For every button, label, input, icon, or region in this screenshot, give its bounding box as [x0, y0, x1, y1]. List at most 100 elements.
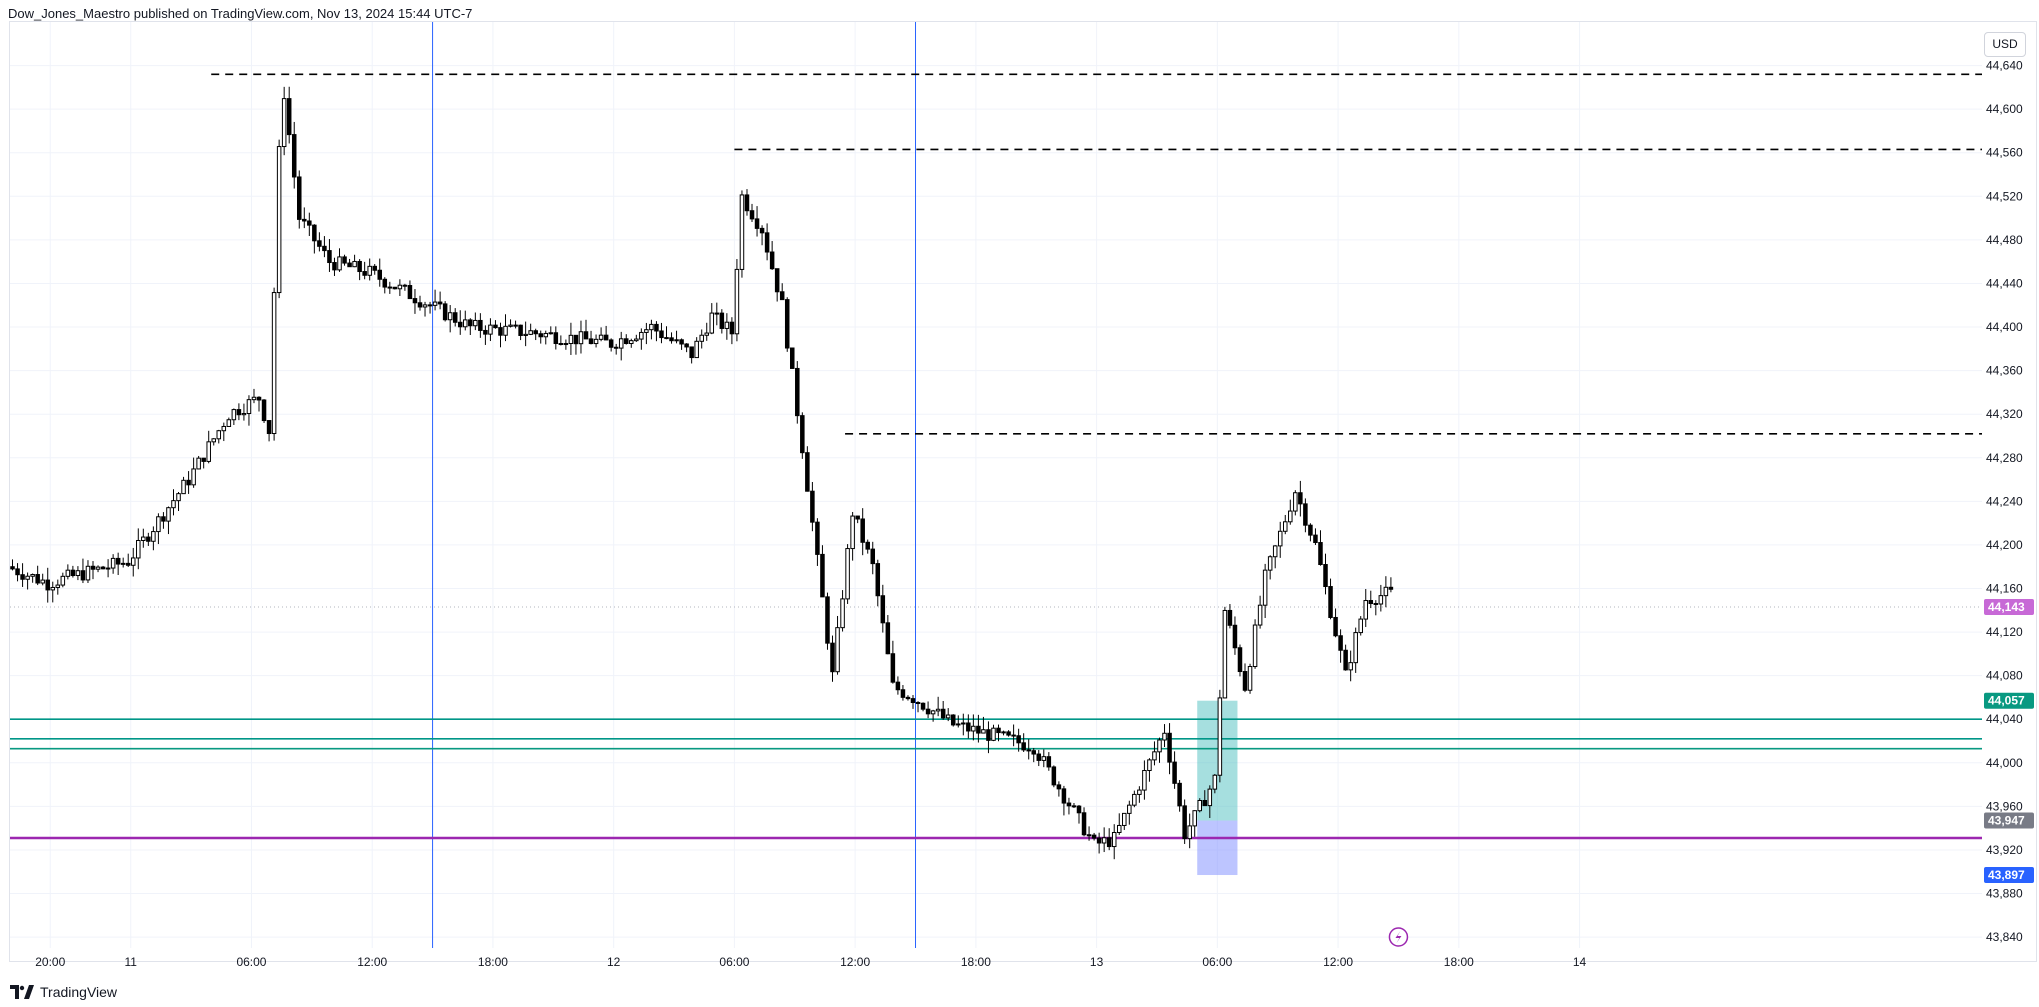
candle-body	[201, 457, 206, 462]
candle-body	[186, 479, 191, 486]
candle-body	[784, 299, 790, 349]
candle-body	[1308, 524, 1313, 536]
candle-body	[940, 708, 946, 719]
candle-body	[789, 347, 795, 369]
candle-body	[1288, 510, 1293, 523]
candle-body	[719, 312, 725, 329]
candle-body	[1272, 545, 1278, 558]
candle-body	[734, 268, 740, 335]
candle-body	[478, 319, 483, 331]
candle-body	[276, 146, 282, 294]
candle-body	[211, 438, 217, 443]
candle-body	[231, 409, 237, 421]
candle-body	[1101, 837, 1107, 844]
candle-body	[865, 541, 870, 550]
candle-body	[468, 319, 473, 327]
candle-body	[483, 329, 488, 335]
candle-body	[1293, 492, 1298, 512]
candle-body	[1177, 782, 1182, 807]
candle-body	[1217, 697, 1223, 776]
candle-body	[1132, 793, 1137, 806]
currency-button[interactable]: USD	[1984, 32, 2026, 57]
candle-body	[749, 210, 755, 220]
candle-body	[1313, 534, 1318, 544]
y-axis-tick-label: 44,400	[1986, 320, 2023, 334]
candle-body	[1056, 784, 1062, 790]
candle-body	[15, 568, 20, 576]
candle-body	[1061, 788, 1067, 804]
candle-body	[407, 285, 413, 300]
candle-body	[1232, 624, 1238, 649]
candle-body	[925, 708, 931, 715]
candle-body	[1373, 603, 1379, 606]
candle-body	[523, 333, 528, 336]
price-badge	[1984, 692, 2034, 709]
candle-body	[332, 262, 337, 271]
candle-body	[40, 579, 45, 584]
candle-body	[25, 575, 30, 580]
candle-body	[810, 490, 815, 523]
tradingview-footer[interactable]: TradingView	[10, 984, 117, 1000]
candle-body	[196, 457, 201, 470]
candle-body	[699, 334, 704, 342]
candle-body	[543, 332, 549, 338]
candle-body	[1202, 799, 1208, 807]
candle-body	[1222, 609, 1228, 699]
candle-body	[317, 240, 322, 247]
candle-body	[1086, 834, 1092, 837]
candle-body	[1111, 831, 1117, 848]
candle-body	[1242, 671, 1248, 691]
candle-body	[1338, 635, 1343, 651]
y-axis-tick-label: 44,280	[1986, 451, 2023, 465]
candle-body	[608, 339, 614, 348]
candle-body	[528, 330, 533, 335]
candle-body	[623, 338, 629, 345]
candle-body	[342, 256, 347, 264]
x-axis-tick-label: 13	[1090, 955, 1104, 969]
candle-body	[779, 291, 785, 301]
candle-body	[739, 194, 745, 270]
candle-body	[402, 284, 408, 287]
candle-body	[377, 269, 383, 280]
candle-body	[935, 708, 941, 712]
candle-body	[800, 415, 805, 454]
y-axis-tick-label: 43,960	[1986, 799, 2023, 813]
candle-body	[724, 321, 730, 329]
candle-body	[568, 334, 574, 345]
candle-body	[442, 303, 448, 321]
y-axis-tick-label: 44,360	[1986, 364, 2023, 378]
candle-body	[976, 725, 981, 734]
x-axis-tick-label: 18:00	[961, 955, 991, 969]
price-badge	[1984, 812, 2034, 829]
tradingview-logo-icon	[10, 985, 34, 999]
candle-body	[764, 232, 770, 253]
candle-body	[256, 396, 262, 401]
candle-body	[80, 570, 86, 581]
candle-body	[1282, 521, 1288, 532]
x-axis-tick-label: 20:00	[35, 955, 65, 969]
candle-body	[427, 304, 433, 307]
candle-body	[578, 331, 584, 345]
candles-group	[10, 86, 1394, 860]
chart-frame[interactable]	[9, 21, 2037, 962]
x-axis-tick-label: 11	[125, 955, 138, 969]
candle-body	[1116, 824, 1122, 833]
candle-body	[805, 452, 810, 492]
candle-body	[322, 245, 327, 252]
candle-body	[105, 567, 111, 570]
candle-body	[271, 292, 277, 435]
candle-body	[945, 714, 951, 719]
candle-body	[930, 710, 936, 715]
candle-body	[392, 286, 398, 290]
candle-body	[1368, 600, 1374, 605]
candle-body	[266, 420, 272, 435]
candle-body	[845, 548, 850, 600]
candle-body	[191, 468, 196, 486]
y-axis-tick-label: 44,560	[1986, 146, 2023, 160]
candle-body	[744, 194, 750, 212]
x-axis-tick-label: 14	[1573, 955, 1587, 969]
candle-body	[971, 725, 976, 732]
price-badge-label: 43,947	[1988, 814, 2025, 828]
candle-body	[382, 278, 388, 288]
